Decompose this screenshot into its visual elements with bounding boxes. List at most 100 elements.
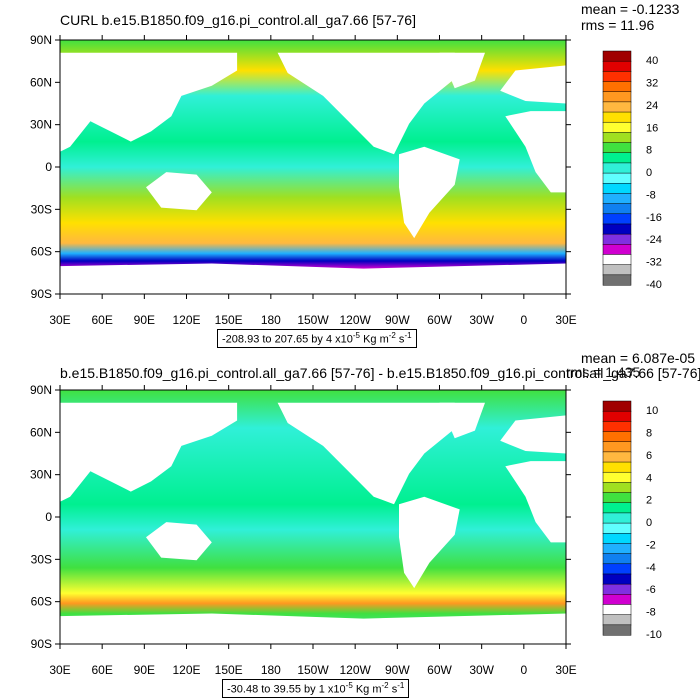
y-tick-label: 60S	[31, 245, 52, 259]
colorbar-label: 8	[646, 428, 652, 440]
x-tick-label: 120W	[339, 663, 371, 677]
colorbar-label: -32	[646, 257, 662, 269]
x-tick-label: 90E	[134, 313, 155, 327]
panel-2-title: b.e15.B1850.f09_g16.pi_control.all_ga7.6…	[60, 365, 700, 381]
x-tick-label: 60W	[427, 313, 452, 327]
land-mask	[505, 111, 566, 193]
colorbar-segment	[602, 400, 632, 412]
panel-1-rms: rms = 11.96	[581, 17, 655, 33]
x-tick-label: 0	[520, 663, 527, 677]
colorbar-segment	[602, 583, 632, 595]
colorbar-label: -16	[646, 212, 662, 224]
colorbar-segment	[602, 233, 632, 245]
colorbar-label: 2	[646, 495, 652, 507]
colorbar-label: 16	[646, 122, 658, 134]
colorbar-segment	[602, 193, 632, 205]
colorbar-segment	[602, 553, 632, 565]
colorbar-label: -24	[646, 234, 662, 246]
panel-2: b.e15.B1850.f09_g16.pi_control.all_ga7.6…	[0, 350, 700, 700]
colorbar-segment	[602, 471, 632, 483]
x-tick-label: 150W	[297, 663, 329, 677]
colorbar-segment	[602, 502, 632, 514]
colorbar-segment	[602, 533, 632, 544]
x-tick-label: 30E	[555, 313, 576, 327]
y-tick-label: 90N	[30, 383, 52, 397]
y-tick-label: 30S	[31, 202, 52, 216]
colorbar-segment	[602, 81, 632, 93]
colorbar-segment	[602, 111, 632, 123]
panel-2-rms: rms = 1.435	[566, 364, 641, 380]
colorbar-segment	[602, 563, 632, 575]
land-mask	[399, 496, 460, 589]
colorbar-label: 0	[646, 167, 652, 179]
colorbar-label: -2	[646, 539, 656, 551]
colorbar-label: 4	[646, 472, 652, 484]
land-mask	[439, 52, 485, 89]
colorbar-segment	[602, 244, 632, 256]
x-tick-label: 120E	[172, 663, 200, 677]
colorbar-label: -8	[646, 607, 656, 619]
colorbar-segment	[602, 50, 632, 62]
colorbar-segment	[602, 441, 632, 453]
land-mask	[399, 146, 460, 239]
x-tick-label: 60W	[427, 663, 452, 677]
x-tick-label: 90W	[385, 313, 410, 327]
colorbar-segment	[602, 71, 632, 83]
colorbar-segment	[602, 264, 632, 276]
land-mask	[500, 415, 566, 454]
x-tick-label: 30E	[49, 663, 70, 677]
panel-2-range-label: -30.48 to 39.55 by 1 x10-5 Kg m-2 s-1	[222, 679, 410, 698]
colorbar-segment	[602, 162, 632, 174]
x-tick-label: 180	[261, 313, 281, 327]
x-tick-label: 180	[261, 663, 281, 677]
colorbar-label: 40	[646, 55, 658, 67]
x-tick-label: 150W	[297, 313, 329, 327]
colorbar-label: 32	[646, 78, 658, 90]
x-tick-label: 90W	[385, 663, 410, 677]
x-tick-label: 150E	[215, 313, 243, 327]
panel-2-mean: mean = 6.087e-05	[581, 350, 696, 366]
x-tick-label: 150E	[215, 663, 243, 677]
colorbar-label: 0	[646, 517, 652, 529]
colorbar-segment	[602, 101, 632, 113]
x-tick-label: 30W	[469, 313, 494, 327]
colorbar-label: -4	[646, 562, 656, 574]
colorbar-segment	[602, 213, 632, 225]
colorbar-label: 6	[646, 450, 652, 462]
x-tick-label: 60E	[91, 313, 112, 327]
colorbar-label: -8	[646, 189, 656, 201]
y-tick-label: 90S	[31, 287, 52, 301]
colorbar-segment	[602, 624, 632, 636]
colorbar-segment	[602, 451, 632, 463]
land-mask	[146, 172, 212, 211]
colorbar-segment	[602, 421, 632, 433]
map-plot-area	[60, 40, 566, 294]
y-tick-label: 90N	[30, 33, 52, 47]
land-mask	[277, 52, 465, 155]
x-tick-label: 30E	[555, 663, 576, 677]
land-mask	[60, 613, 566, 644]
panel-2-plot: 90N 60N 30N 0 30S 60S 90S 30E 60E 90E 120E 150E 180 1…	[30, 383, 662, 677]
y-tick-label: 30N	[30, 118, 52, 132]
land-mask	[500, 65, 566, 104]
y-tick-label: 60N	[30, 425, 52, 439]
colorbar-segment	[602, 522, 632, 534]
colorbar-segment	[602, 203, 632, 215]
colorbar-segment	[602, 594, 632, 606]
colorbar-segment	[602, 91, 632, 103]
colorbar-label: 10	[646, 405, 658, 417]
colorbar-segment	[602, 183, 632, 194]
panel-1-mean: mean = -0.1233	[581, 1, 680, 17]
panel-1-range-label: -208.93 to 207.65 by 4 x10-5 Kg m-2 s-1	[217, 329, 417, 348]
colorbar-label: -6	[646, 584, 656, 596]
land-mask	[505, 461, 566, 543]
colorbar-segment	[602, 614, 632, 626]
y-tick-label: 60N	[30, 75, 52, 89]
colorbar-segment	[602, 254, 632, 266]
x-tick-label: 30W	[469, 663, 494, 677]
colorbar-segment	[602, 172, 632, 184]
colorbar-segment	[602, 223, 632, 235]
colorbar-label: 8	[646, 145, 652, 157]
y-tick-label: 30N	[30, 468, 52, 482]
colorbar-segment	[602, 274, 632, 286]
